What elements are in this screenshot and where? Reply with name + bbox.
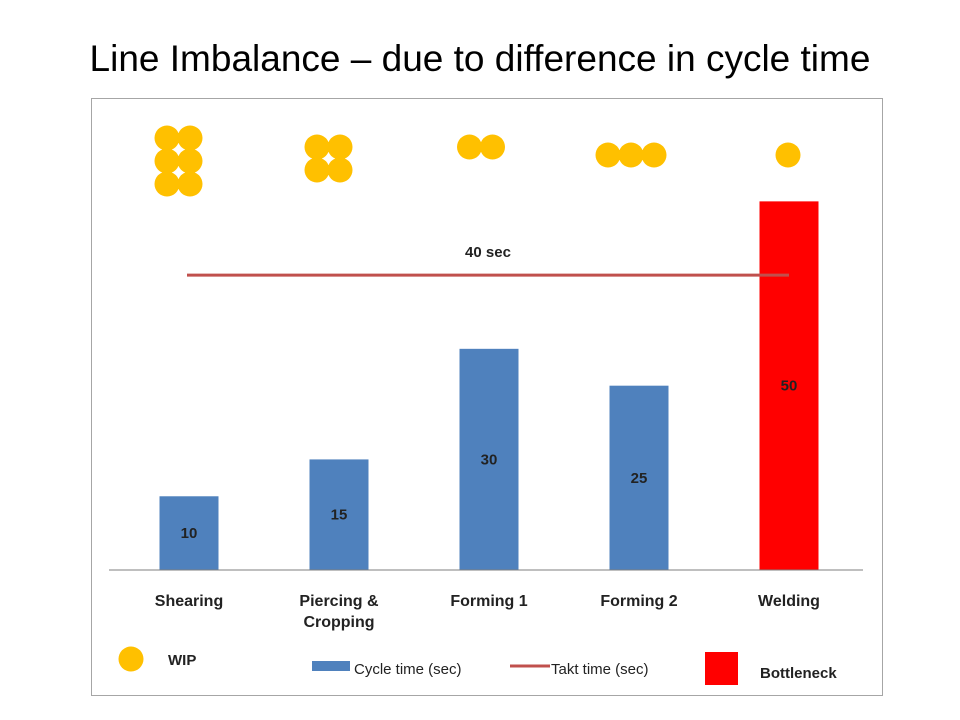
takt-time-label: 40 sec — [465, 244, 511, 261]
category-label: Shearing — [155, 593, 223, 610]
cycle-time-bar — [609, 385, 669, 570]
cycle-time-legend-label: Cycle time (sec) — [354, 661, 462, 678]
category-label: Forming 1 — [450, 593, 527, 610]
wip-marker — [775, 142, 801, 168]
data-label: 50 — [781, 378, 798, 395]
category-label: Welding — [758, 593, 820, 610]
data-label: 25 — [631, 470, 648, 487]
cycle-time-bar — [309, 459, 369, 570]
data-label: 15 — [331, 507, 348, 524]
wip-legend-icon — [118, 646, 144, 672]
bottleneck-legend-label: Bottleneck — [760, 665, 837, 682]
takt-time-legend-label: Takt time (sec) — [551, 661, 649, 678]
wip-marker — [177, 125, 203, 151]
category-label: Piercing & — [299, 593, 379, 610]
wip-marker — [304, 134, 330, 160]
category-label: Cropping — [303, 614, 374, 631]
cycle-time-bar — [459, 348, 519, 570]
wip-marker — [154, 125, 180, 151]
cycle-time-bar — [159, 496, 219, 570]
bottleneck-bar — [759, 201, 819, 570]
wip-marker — [154, 148, 180, 174]
data-label: 30 — [481, 451, 498, 468]
slide-title: Line Imbalance – due to difference in cy… — [89, 38, 871, 79]
wip-marker — [327, 157, 353, 183]
bottleneck-legend-swatch — [705, 652, 738, 685]
chart-frame: 10 15 30 25 50 40 sec Shearing Piercing & Croppi… — [91, 98, 883, 696]
wip-marker — [177, 171, 203, 197]
category-label: Forming 2 — [600, 593, 677, 610]
line-imbalance-chart: 10 15 30 25 50 40 sec Shearing Piercing & Croppi… — [109, 125, 863, 685]
wip-marker — [641, 142, 667, 168]
data-label: 10 — [181, 525, 198, 542]
wip-marker — [457, 134, 482, 160]
wip-marker — [177, 148, 203, 174]
wip-marker — [327, 134, 353, 160]
wip-marker — [304, 157, 330, 183]
cycle-time-legend-swatch — [312, 661, 350, 671]
wip-marker — [595, 142, 621, 168]
wip-marker — [154, 171, 180, 197]
wip-marker — [618, 142, 644, 168]
wip-legend-label: WIP — [168, 652, 196, 669]
wip-marker — [480, 134, 505, 160]
